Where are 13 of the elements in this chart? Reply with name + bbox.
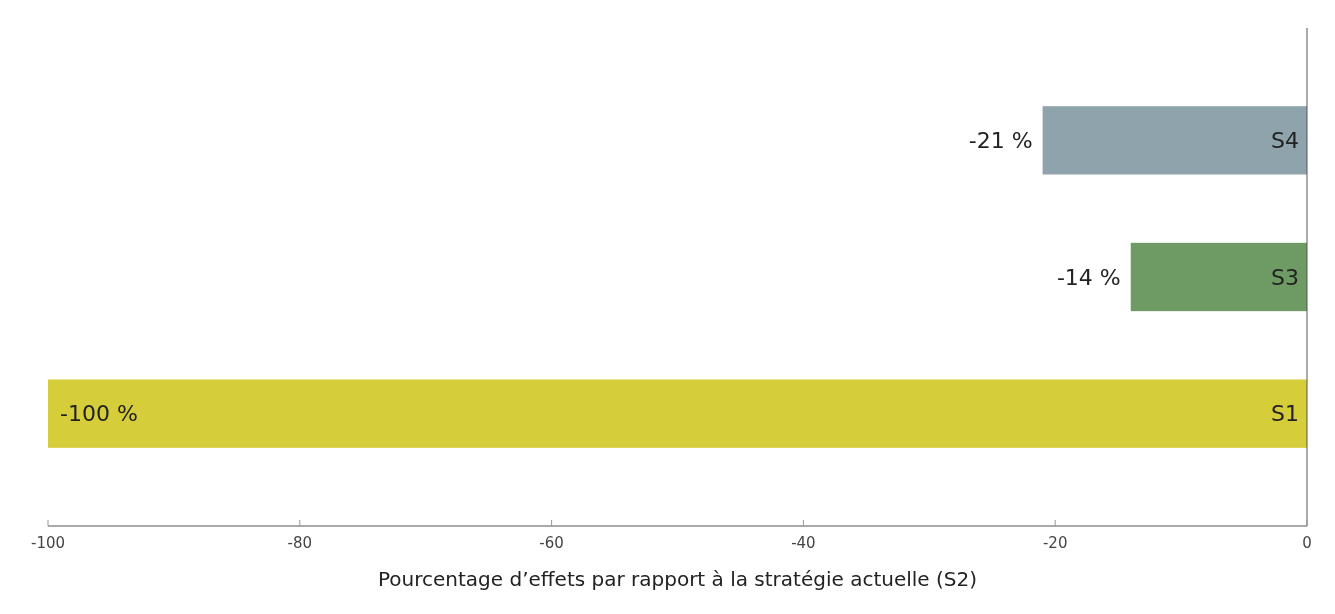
x-tick-label: -100 [30,534,66,552]
y-tick-label: S1 [1271,401,1299,427]
x-tick-label: -60 [539,534,564,552]
data-label: -14 % [1056,264,1121,290]
x-tick-label: -20 [1042,534,1068,552]
x-tick-label: -80 [287,534,313,552]
x-tick-label: 0 [1302,534,1312,552]
data-label: -100 % [60,401,138,427]
x-tick-label: -40 [791,534,816,552]
y-tick-label: S3 [1271,264,1299,290]
y-tick-label: S4 [1271,128,1299,154]
data-label: -21 % [968,128,1033,154]
x-axis-title: Pourcentage d’effets par rapport à la stratégie actuelle (S2) [377,567,978,591]
